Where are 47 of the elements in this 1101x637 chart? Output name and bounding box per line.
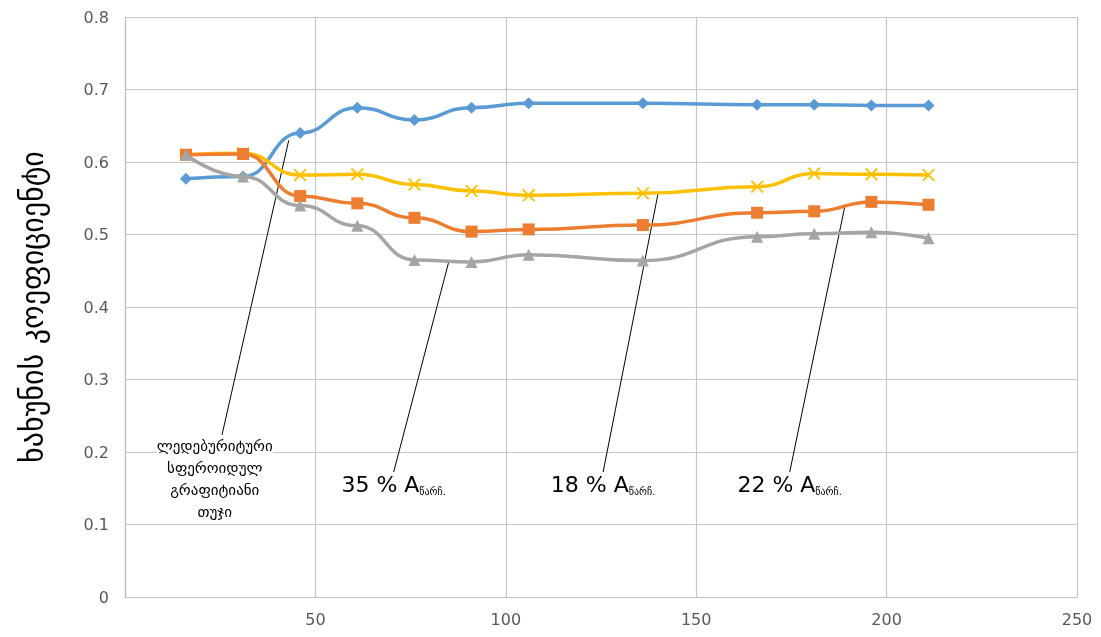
x-tick-label: 50: [305, 609, 326, 629]
point: [750, 180, 764, 194]
annotation: ლედებურიტური სფეროიდულ გრაფიტიანი თუჯი: [156, 437, 274, 521]
y-tick-label: 0.6: [83, 152, 109, 172]
y-tick-label: 0.7: [83, 80, 109, 99]
point: [294, 199, 307, 212]
point: [922, 198, 935, 211]
point: [922, 232, 935, 245]
point: [293, 168, 307, 182]
y-tick-label: 0.3: [83, 370, 109, 389]
y-tick-label: 0.5: [83, 225, 109, 244]
x-tick-label: 150: [680, 609, 712, 629]
point: [350, 167, 364, 181]
point: [408, 211, 421, 224]
point: [407, 177, 421, 191]
point: [465, 225, 478, 238]
y-axis-title: ხახუნის კოეფიციენტი: [14, 151, 50, 463]
point: [351, 101, 364, 114]
y-tick-label: 0.2: [83, 442, 109, 462]
point: [294, 190, 307, 203]
x-tick-label: 100: [490, 609, 522, 629]
x-tick-label: 250: [1061, 609, 1093, 629]
point: [865, 226, 878, 239]
point: [808, 227, 821, 240]
point: [179, 172, 192, 185]
point: [636, 219, 649, 232]
point: [864, 167, 878, 181]
point: [808, 205, 821, 218]
point: [351, 197, 364, 210]
point: [351, 219, 364, 232]
y-tick-label: 0: [98, 587, 109, 607]
point: [807, 167, 821, 181]
point: [636, 254, 649, 267]
point: [408, 253, 421, 266]
point: [865, 195, 878, 208]
point: [636, 186, 650, 200]
point: [522, 188, 536, 202]
point: [751, 206, 764, 219]
y-tick-label: 0.8: [83, 7, 109, 27]
point: [522, 223, 535, 236]
y-tick-label: 0.1: [83, 515, 109, 534]
y-tick-label: 0.4: [83, 297, 109, 317]
x-tick-label: 200: [871, 609, 902, 629]
point: [522, 248, 535, 261]
point: [465, 256, 478, 269]
point: [751, 230, 764, 243]
point: [408, 113, 421, 126]
